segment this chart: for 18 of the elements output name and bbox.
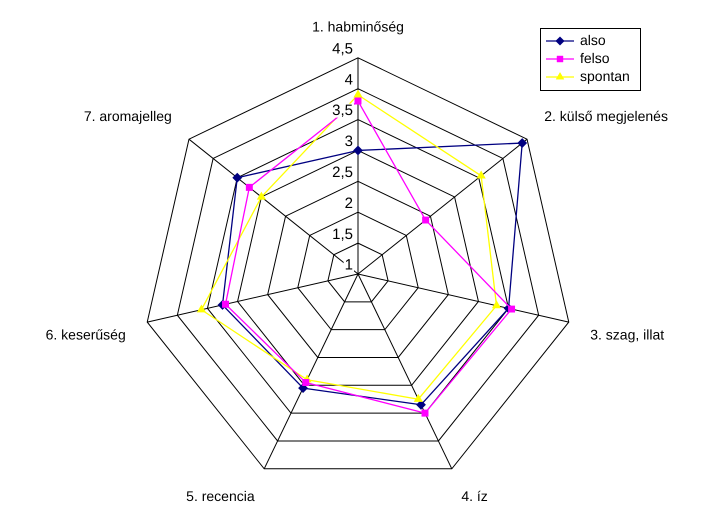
- y-tick-label: 4: [344, 71, 353, 88]
- spoke-label: 3. szag, illat: [590, 326, 664, 342]
- y-tick-label: 1: [344, 256, 353, 274]
- y-tick-label: 3,5: [332, 102, 353, 120]
- spoke-label: 4. íz: [461, 488, 488, 504]
- legend-label: felso: [580, 50, 610, 66]
- spoke-label: 2. külső megjelenés: [544, 108, 668, 124]
- legend-label: spontan: [580, 68, 630, 84]
- y-tick-label: 2: [344, 194, 353, 212]
- legend-label: also: [580, 32, 606, 48]
- y-tick-label: 3: [344, 133, 353, 150]
- spoke-label: 1. habminőség: [312, 18, 404, 34]
- spoke-label: 5. recencia: [186, 488, 255, 504]
- y-tick-label: 4,5: [332, 40, 353, 58]
- y-tick-label: 2,5: [332, 164, 353, 181]
- spoke-label: 6. keserűség: [46, 326, 126, 342]
- y-tick-label: 1,5: [332, 226, 353, 243]
- spoke-label: 7. aromajelleg: [84, 108, 172, 124]
